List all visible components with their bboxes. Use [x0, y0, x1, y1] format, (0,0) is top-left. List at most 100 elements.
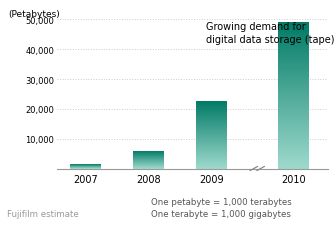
- Bar: [196, 113, 227, 114]
- Bar: [278, 61, 309, 62]
- Bar: [278, 128, 309, 129]
- Bar: [278, 34, 309, 35]
- Bar: [278, 124, 309, 125]
- Bar: [278, 73, 309, 74]
- Bar: [278, 78, 309, 79]
- Bar: [278, 162, 309, 163]
- Bar: [278, 75, 309, 76]
- Bar: [278, 51, 309, 52]
- Bar: [278, 77, 309, 78]
- Bar: [196, 163, 227, 164]
- Bar: [278, 69, 309, 70]
- Bar: [278, 79, 309, 80]
- Bar: [196, 165, 227, 166]
- Bar: [278, 66, 309, 67]
- Bar: [278, 167, 309, 168]
- Bar: [278, 86, 309, 87]
- Bar: [278, 99, 309, 100]
- Bar: [196, 117, 227, 118]
- Bar: [196, 139, 227, 140]
- Bar: [278, 92, 309, 93]
- Bar: [278, 39, 309, 40]
- Bar: [278, 29, 309, 30]
- Text: One petabyte = 1,000 terabytes
One terabyte = 1,000 gigabytes: One petabyte = 1,000 terabytes One terab…: [151, 197, 291, 218]
- Bar: [278, 93, 309, 94]
- Bar: [278, 151, 309, 152]
- Bar: [278, 88, 309, 89]
- Bar: [278, 150, 309, 151]
- Bar: [278, 65, 309, 66]
- Bar: [278, 26, 309, 27]
- Bar: [278, 72, 309, 73]
- Bar: [278, 131, 309, 132]
- Bar: [196, 116, 227, 117]
- Bar: [196, 145, 227, 146]
- Bar: [278, 168, 309, 169]
- Bar: [278, 148, 309, 149]
- Bar: [278, 49, 309, 50]
- Bar: [278, 123, 309, 124]
- Bar: [278, 47, 309, 48]
- Bar: [278, 115, 309, 116]
- Bar: [196, 120, 227, 121]
- Bar: [278, 129, 309, 130]
- Bar: [278, 82, 309, 83]
- Bar: [196, 126, 227, 127]
- Bar: [278, 116, 309, 117]
- Bar: [278, 52, 309, 53]
- Bar: [278, 118, 309, 119]
- Bar: [196, 125, 227, 126]
- Bar: [278, 53, 309, 54]
- Bar: [278, 100, 309, 101]
- Bar: [196, 159, 227, 160]
- Bar: [278, 63, 309, 64]
- Bar: [278, 138, 309, 139]
- Bar: [278, 121, 309, 122]
- Bar: [278, 156, 309, 157]
- Bar: [278, 122, 309, 123]
- Bar: [278, 101, 309, 102]
- Bar: [278, 59, 309, 60]
- Bar: [278, 24, 309, 25]
- Bar: [196, 131, 227, 132]
- Bar: [196, 107, 227, 108]
- Bar: [278, 62, 309, 63]
- Bar: [196, 150, 227, 151]
- Bar: [196, 109, 227, 110]
- Bar: [196, 141, 227, 142]
- Bar: [278, 136, 309, 137]
- Bar: [278, 64, 309, 65]
- Bar: [196, 118, 227, 119]
- Bar: [196, 132, 227, 133]
- Bar: [278, 103, 309, 104]
- Bar: [278, 146, 309, 147]
- Bar: [196, 115, 227, 116]
- Bar: [196, 138, 227, 139]
- Bar: [196, 149, 227, 150]
- Bar: [196, 161, 227, 162]
- Bar: [278, 153, 309, 154]
- Bar: [196, 133, 227, 134]
- Bar: [196, 156, 227, 157]
- Bar: [278, 110, 309, 111]
- Bar: [278, 132, 309, 133]
- Bar: [278, 108, 309, 109]
- Bar: [278, 143, 309, 144]
- Bar: [278, 85, 309, 86]
- Bar: [196, 148, 227, 149]
- Bar: [278, 30, 309, 31]
- Bar: [278, 27, 309, 28]
- Bar: [196, 108, 227, 109]
- Bar: [196, 112, 227, 113]
- Bar: [196, 164, 227, 165]
- Bar: [196, 102, 227, 103]
- Bar: [278, 120, 309, 121]
- Bar: [278, 60, 309, 61]
- Bar: [278, 42, 309, 43]
- Bar: [278, 112, 309, 113]
- Bar: [196, 162, 227, 163]
- Bar: [278, 166, 309, 167]
- Bar: [278, 83, 309, 84]
- Bar: [278, 155, 309, 156]
- Bar: [196, 142, 227, 143]
